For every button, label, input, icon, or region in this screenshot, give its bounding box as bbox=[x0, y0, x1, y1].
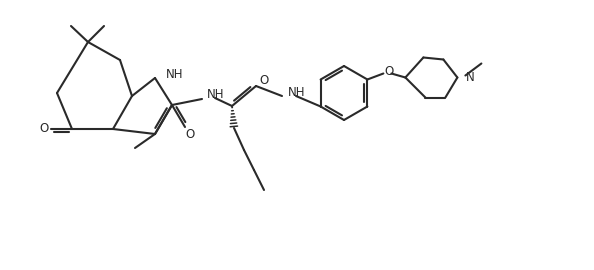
Text: O: O bbox=[185, 127, 195, 140]
Text: N: N bbox=[465, 71, 474, 84]
Text: NH: NH bbox=[166, 69, 184, 82]
Text: NH: NH bbox=[207, 87, 225, 100]
Text: O: O bbox=[385, 65, 394, 78]
Text: O: O bbox=[39, 123, 49, 136]
Text: O: O bbox=[260, 73, 268, 86]
Text: NH: NH bbox=[288, 86, 305, 100]
